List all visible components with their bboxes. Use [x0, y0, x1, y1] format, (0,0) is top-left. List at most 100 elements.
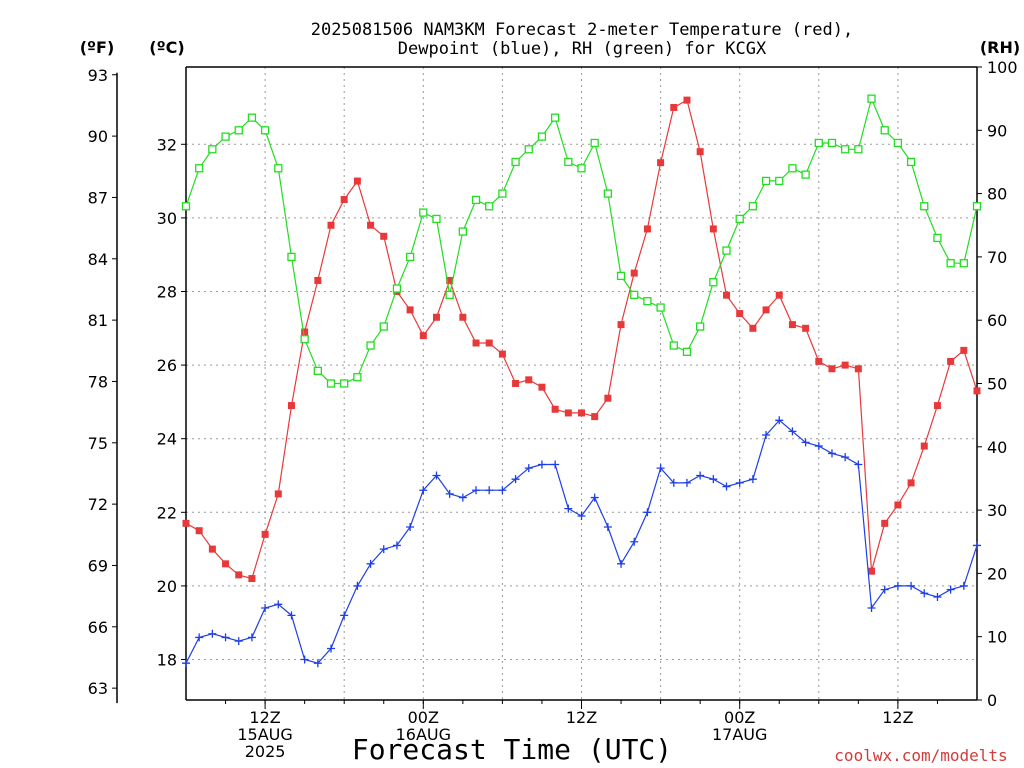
temperature-point — [630, 269, 638, 277]
temperature-point — [670, 103, 678, 111]
temperature-point — [446, 276, 454, 284]
dewpoint-point — [511, 475, 520, 484]
temperature-point — [973, 387, 981, 395]
dewpoint-point — [274, 600, 283, 609]
temperature-point — [723, 291, 731, 299]
temperature-point — [643, 225, 651, 233]
rh-point — [471, 195, 481, 205]
dewpoint-point — [656, 464, 665, 473]
dewpoint-point — [379, 545, 388, 554]
chart-title-line-1: 2025081506 NAM3KM Forecast 2-meter Tempe… — [311, 20, 853, 40]
temperature-point — [459, 313, 467, 321]
rh-point — [498, 189, 507, 198]
temperature-point — [551, 405, 559, 413]
dewpoint-point — [920, 589, 929, 598]
dewpoint-point — [261, 603, 270, 612]
temperature-point — [854, 365, 862, 373]
rh-point — [432, 214, 441, 224]
temperature-point — [960, 346, 968, 354]
fahrenheit-tick-label: 78 — [88, 372, 108, 391]
rh-point — [221, 132, 230, 141]
temperature-point — [472, 339, 480, 347]
dewpoint-point — [366, 559, 375, 568]
x-tick-label: 00Z — [724, 708, 755, 727]
rh-point — [326, 379, 336, 388]
rh-point — [920, 202, 929, 211]
temperature-point — [591, 413, 599, 421]
temperature-point — [248, 575, 256, 583]
temperature-point — [947, 357, 955, 365]
temperature-point — [920, 442, 928, 450]
fahrenheit-tick-label: 87 — [88, 188, 108, 207]
temperature-point — [235, 571, 243, 579]
rh-point — [630, 290, 639, 300]
dewpoint-point — [880, 585, 889, 594]
celsius-tick-label: 32 — [157, 135, 177, 154]
temperature-point — [327, 221, 335, 229]
dewpoint-point — [458, 493, 467, 502]
rh-tick-label: 100 — [987, 58, 1018, 77]
rh-point — [709, 278, 718, 287]
rh-point — [300, 335, 309, 344]
dewpoint-point — [445, 489, 454, 498]
rh-point — [379, 322, 388, 331]
rh-point — [287, 252, 296, 262]
dewpoint-point — [287, 611, 296, 620]
temperature-point — [274, 490, 282, 498]
temperature-point — [604, 394, 612, 402]
rh-tick-label: 20 — [987, 564, 1007, 583]
dewpoint-point — [313, 659, 322, 668]
temperature-point — [868, 567, 876, 575]
rh-point — [234, 126, 243, 135]
dewpoint-point — [814, 442, 823, 451]
rh-point — [590, 138, 599, 148]
x-tick-label: 17AUG — [712, 725, 767, 744]
rh-point — [880, 126, 889, 135]
rh-point — [208, 145, 217, 154]
source-watermark: coolwx.com/modelts — [834, 746, 1007, 765]
dewpoint-point — [643, 508, 652, 517]
temperature-point — [617, 321, 625, 329]
dewpoint-point — [775, 416, 784, 425]
dewpoint-point — [221, 633, 230, 642]
rh-point — [353, 373, 362, 382]
temperature-point — [222, 560, 230, 568]
rh-point — [788, 164, 797, 173]
rh-point — [669, 341, 678, 350]
fahrenheit-tick-label: 66 — [88, 618, 108, 637]
fahrenheit-tick-label: 75 — [88, 434, 108, 453]
temperature-point — [657, 159, 665, 167]
fahrenheit-tick-label: 93 — [88, 66, 108, 85]
fahrenheit-tick-label: 69 — [88, 556, 108, 575]
dewpoint-point — [867, 603, 876, 612]
x-axis-label: Forecast Time (UTC) — [352, 733, 672, 766]
rh-axis-unit: (RH) — [980, 38, 1020, 57]
rh-tick-label: 60 — [987, 311, 1007, 330]
rh-point — [801, 170, 810, 179]
dewpoint-point — [748, 475, 757, 484]
celsius-tick-label: 30 — [157, 209, 177, 228]
rh-point — [550, 113, 560, 122]
temperature-point — [525, 376, 533, 384]
dewpoint-point — [564, 504, 573, 513]
temperature-point — [380, 232, 388, 240]
dewpoint-point — [933, 592, 942, 601]
rh-point — [643, 297, 652, 306]
rh-point — [656, 303, 665, 312]
temperature-point — [314, 276, 322, 284]
temperature-point — [367, 221, 375, 229]
rh-point — [405, 252, 415, 262]
temperature-point — [802, 324, 810, 332]
celsius-tick-label: 18 — [157, 651, 177, 670]
temperature-point — [419, 332, 427, 340]
axes: 63 66 69 72 75 78 81 84 87 90 93 18 20 22 24 26 28 30 32 0 1… — [88, 58, 1018, 761]
rh-point — [867, 94, 876, 103]
x-tick-label: 12Z — [882, 708, 913, 727]
dewpoint-point — [208, 629, 217, 638]
rh-point — [722, 246, 731, 255]
rh-point — [419, 208, 428, 217]
dewpoint-point — [854, 460, 863, 469]
temperature-point — [736, 310, 744, 318]
rh-point — [906, 157, 916, 167]
